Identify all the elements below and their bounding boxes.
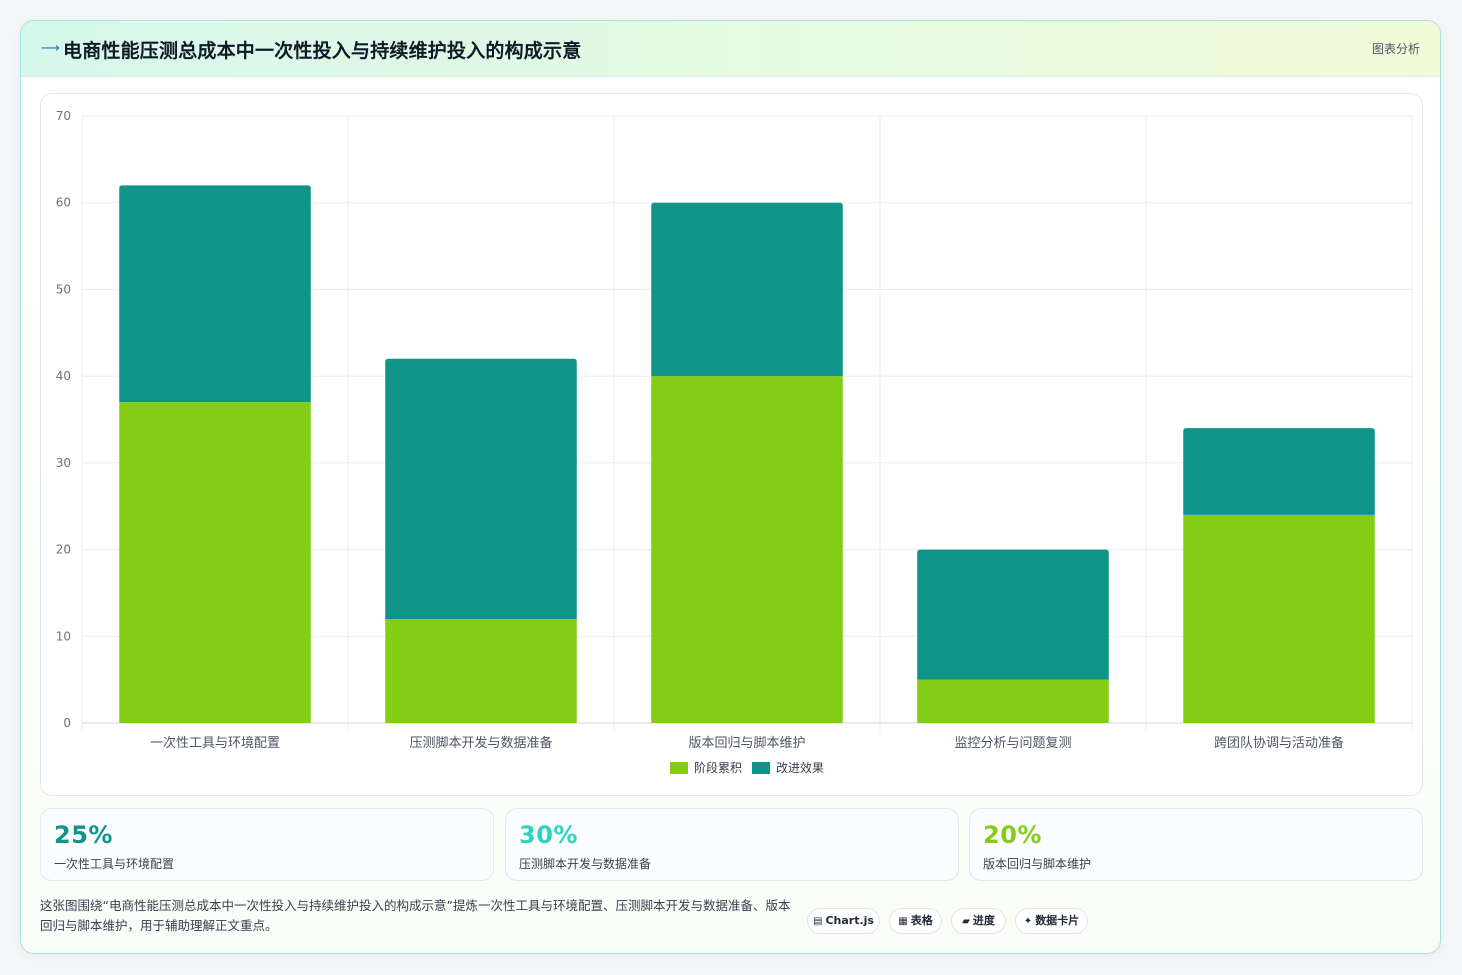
bar-segment (651, 202, 843, 377)
stat-label-2: 压测脚本开发与数据准备 (519, 857, 652, 871)
progress-icon: ▰ (962, 916, 970, 927)
x-tick-label: 压测脚本开发与数据准备 (409, 735, 552, 751)
chip-data-card[interactable]: ✦ 数据卡片 (1015, 908, 1088, 934)
bar-segment (385, 358, 577, 619)
legend-label: 改进效果 (776, 760, 824, 775)
chip-label: 进度 (972, 914, 995, 927)
y-tick-label: 60 (56, 196, 71, 210)
stacked-bar-chart: 0 10 20 30 40 50 60 70 一次性工具与环境配置 压测脚本开发与数据准备 版本回归… (56, 109, 1413, 775)
bar-segment (917, 679, 1109, 723)
x-tick-label: 一次性工具与环境配置 (150, 735, 280, 751)
chart-icon: ▤ (813, 916, 823, 927)
y-tick-label: 40 (56, 369, 71, 383)
stat-label-1: 一次性工具与环境配置 (54, 857, 175, 871)
x-tick-label: 版本回归与脚本维护 (688, 735, 805, 751)
x-tick-label: 监控分析与问题复测 (954, 736, 1071, 751)
legend-label: 阶段累积 (694, 760, 742, 775)
table-icon: ▦ (898, 916, 908, 927)
y-tick-label: 30 (56, 456, 71, 470)
stat-card-1: 25% 一次性工具与环境配置 (40, 808, 494, 881)
chip-table[interactable]: ▦ 表格 (889, 908, 942, 934)
chip-label: Chart.js (825, 914, 874, 927)
stat-card-3: 20% 版本回归与脚本维护 (969, 808, 1423, 881)
legend-swatch (670, 762, 688, 774)
chip-label: 数据卡片 (1035, 914, 1080, 927)
stat-label-3: 版本回归与脚本维护 (983, 857, 1092, 871)
chart-card: ⟶ 电商性能压测总成本中一次性投入与持续维护投入的构成示意 图表分析 0 10 20… (20, 20, 1441, 954)
chart-panel: 0 10 20 30 40 50 60 70 一次性工具与环境配置 压测脚本开发与数据准备 版本回归… (40, 93, 1423, 796)
y-tick-label: 0 (63, 716, 71, 730)
y-tick-label: 20 (56, 543, 71, 557)
bar-segment (1183, 428, 1375, 515)
y-tick-label: 10 (56, 629, 71, 643)
y-tick-label: 50 (56, 282, 71, 296)
chip-chartjs[interactable]: ▤ Chart.js (807, 908, 880, 934)
chip-progress[interactable]: ▰ 进度 (951, 908, 1006, 934)
chip-label: 表格 (910, 914, 933, 927)
bar-segment (917, 549, 1109, 680)
legend-swatch (752, 762, 770, 774)
page-title: 电商性能压测总成本中一次性投入与持续维护投入的构成示意 (63, 40, 582, 62)
chart-analysis-tag[interactable]: 图表分析 (1371, 42, 1420, 56)
stat-value-2: 30% (519, 821, 578, 849)
bird-icon: ⟶ (41, 41, 60, 56)
bar-segment (119, 402, 311, 723)
bar-segment (651, 376, 843, 723)
bar-segment (119, 185, 311, 403)
chart-description: 这张图围绕“电商性能压测总成本中一次性投入与持续维护投入的构成示意”提炼一次性工… (40, 898, 791, 933)
y-tick-label: 70 (56, 109, 71, 123)
stat-value-1: 25% (54, 821, 113, 849)
stat-card-2: 30% 压测脚本开发与数据准备 (505, 808, 959, 881)
x-tick-label: 跨团队协调与活动准备 (1214, 735, 1344, 751)
bar-segment (1183, 514, 1375, 723)
stat-value-3: 20% (983, 821, 1042, 849)
sparkle-icon: ✦ (1023, 916, 1033, 927)
bar-segment (385, 618, 577, 723)
card-header: ⟶ 电商性能压测总成本中一次性投入与持续维护投入的构成示意 图表分析 (21, 21, 1440, 77)
